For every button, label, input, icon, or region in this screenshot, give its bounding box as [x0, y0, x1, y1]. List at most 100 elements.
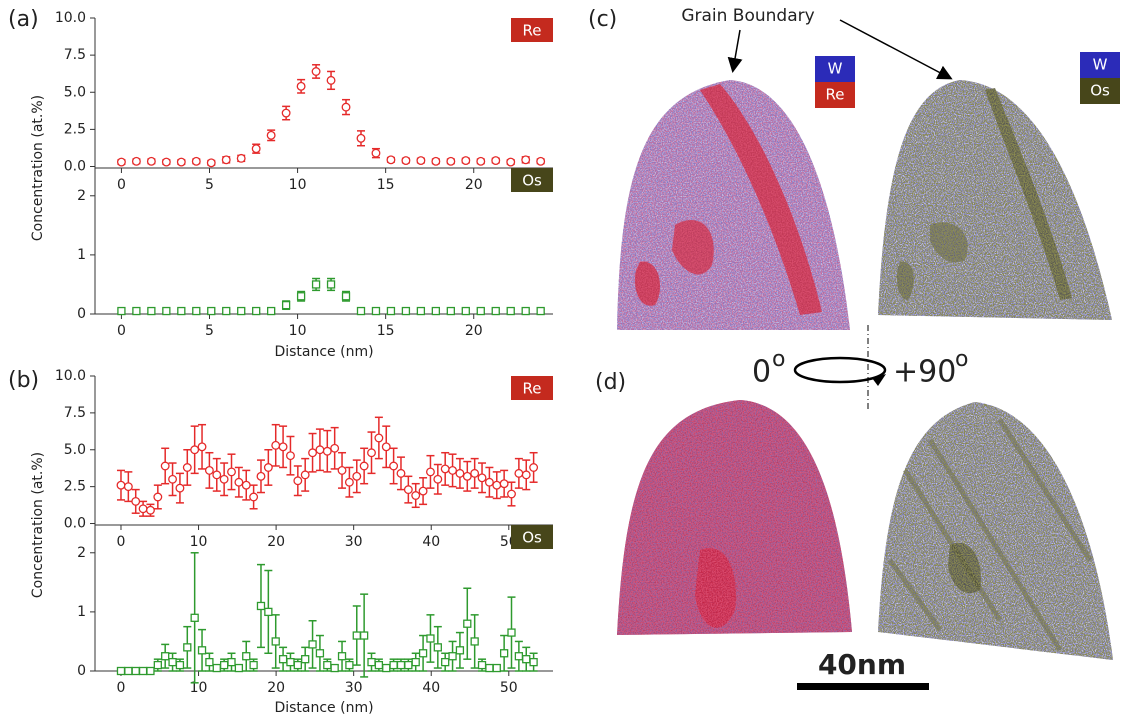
error-bar-point: [242, 640, 251, 672]
error-bar-point: [344, 466, 354, 498]
marker: [256, 601, 266, 611]
error-bar-point: [337, 451, 347, 489]
error-bar-point: [271, 614, 280, 669]
error-bar-point: [241, 469, 251, 501]
marker: [461, 306, 470, 316]
error-bar-point: [431, 306, 441, 316]
marker: [311, 280, 321, 289]
x-tick-label: 20: [267, 680, 285, 696]
marker: [367, 657, 376, 667]
marker: [507, 628, 516, 637]
error-bar-point: [521, 459, 531, 491]
x-tick-label: 5: [205, 323, 214, 339]
error-bar-point: [507, 596, 516, 669]
marker: [485, 663, 494, 673]
marker: [131, 666, 140, 676]
marker: [190, 445, 200, 455]
x-tick-label: 0: [117, 680, 126, 696]
rotation-end: +90: [893, 355, 956, 390]
x-tick-label: 40: [422, 680, 440, 696]
marker: [337, 652, 347, 661]
error-bar-point: [176, 157, 186, 167]
marker: [491, 156, 501, 166]
marker: [359, 631, 369, 640]
marker: [461, 156, 471, 166]
error-bar-point: [476, 156, 486, 166]
error-bar-point: [404, 658, 413, 672]
marker: [212, 470, 222, 480]
error-bar-point: [315, 428, 325, 472]
error-bar-point: [323, 658, 332, 672]
error-bar-point: [521, 306, 530, 316]
x-tick-label: 0: [117, 323, 126, 339]
marker: [271, 637, 280, 646]
error-bar-point: [529, 652, 538, 672]
error-bar-point: [491, 306, 500, 316]
error-bar-point: [204, 451, 214, 489]
marker: [371, 306, 381, 316]
legend-text: Re: [523, 22, 542, 40]
marker: [123, 482, 133, 492]
marker: [330, 663, 339, 673]
marker: [356, 133, 366, 143]
marker: [344, 477, 354, 487]
y-tick-label: 1: [77, 604, 86, 620]
marker: [267, 306, 276, 316]
error-bar-point: [461, 156, 471, 166]
marker: [491, 306, 500, 316]
marker: [207, 306, 216, 316]
marker: [161, 652, 170, 661]
y-axis-label: Concentration (at.%): [30, 95, 46, 241]
marker: [446, 306, 455, 316]
marker: [153, 660, 162, 670]
marker: [296, 81, 306, 91]
x-tick-label: 20: [465, 323, 483, 339]
marker: [341, 102, 351, 112]
marker: [416, 306, 426, 316]
marker: [227, 467, 236, 477]
marker: [448, 652, 457, 661]
panel-label: (c): [588, 7, 617, 32]
marker: [296, 292, 306, 301]
error-bar-point: [367, 652, 376, 672]
error-bar-point: [401, 156, 411, 166]
error-bar-point: [326, 277, 336, 292]
error-bar-point: [337, 640, 347, 672]
marker: [506, 157, 516, 167]
error-bar-point: [418, 477, 428, 506]
marker: [227, 657, 236, 667]
error-bar-point: [433, 463, 443, 495]
error-bar-point: [499, 634, 509, 672]
marker: [160, 461, 170, 471]
marker: [190, 613, 199, 622]
marker: [256, 471, 266, 481]
marker: [252, 306, 261, 316]
error-bar-point: [251, 143, 261, 154]
error-bar-point: [506, 306, 515, 316]
marker: [249, 492, 259, 502]
marker: [251, 144, 261, 154]
marker: [212, 663, 221, 673]
marker: [433, 474, 443, 484]
error-bar-point: [308, 432, 318, 473]
error-bar-point: [286, 435, 295, 476]
marker: [330, 443, 340, 453]
rotation-start: 0: [752, 355, 771, 390]
marker: [374, 660, 384, 670]
marker: [175, 660, 185, 670]
error-bar-point: [514, 457, 524, 489]
marker: [514, 652, 524, 661]
marker: [197, 442, 207, 452]
tip-texture: [617, 80, 850, 330]
marker: [326, 75, 336, 85]
error-bar-point: [175, 472, 185, 504]
legend-box: [511, 376, 553, 400]
error-bar-point: [374, 658, 384, 672]
error-bar-point: [116, 157, 126, 167]
marker: [431, 306, 441, 316]
x-tick-label: 40: [422, 534, 440, 550]
marker: [396, 660, 406, 670]
error-bar-point: [491, 156, 501, 166]
marker: [326, 280, 336, 289]
error-bar-point: [386, 155, 396, 165]
